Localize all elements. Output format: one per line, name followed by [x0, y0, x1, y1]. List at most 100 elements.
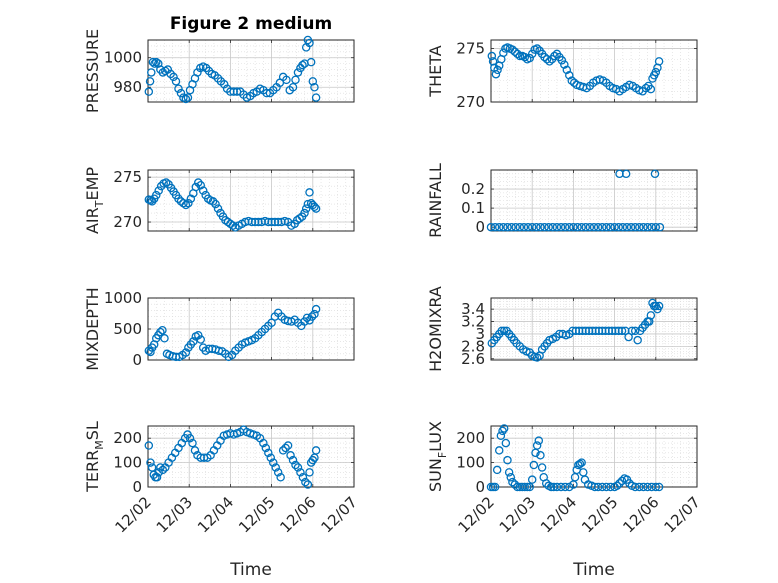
data-point [305, 468, 314, 477]
data-point [651, 482, 661, 492]
data-point [527, 475, 537, 484]
data-point [198, 186, 208, 195]
data-point [506, 472, 516, 482]
data-point [194, 178, 203, 187]
figure-title: Figure 2 medium [170, 14, 332, 34]
axes-frame [490, 297, 698, 361]
data-point [643, 482, 652, 492]
data-point [154, 186, 163, 195]
data-point [501, 438, 511, 448]
data-point [490, 222, 500, 232]
data-point [525, 53, 534, 63]
data-point [508, 45, 517, 54]
data-point [523, 222, 533, 232]
data-point [161, 178, 171, 187]
data-point [296, 468, 305, 477]
data-point [283, 441, 293, 450]
data-point [585, 222, 595, 232]
data-point [156, 463, 165, 472]
data-point [622, 222, 632, 232]
data-point [544, 222, 553, 232]
tick-marks [147, 40, 355, 102]
data-point [513, 49, 522, 59]
data-point [305, 188, 314, 197]
tick-marks [490, 170, 698, 231]
data-point [154, 468, 163, 477]
data-point [534, 436, 544, 445]
data-point [520, 52, 530, 62]
data-point [532, 353, 542, 362]
data-point [281, 443, 290, 453]
data-point [589, 222, 599, 232]
data-points [487, 43, 664, 96]
data-point [510, 480, 520, 489]
axes-frame [147, 425, 355, 488]
data-points [144, 178, 321, 232]
data-point [151, 57, 161, 67]
axes-background [491, 40, 697, 102]
data-point [511, 222, 520, 232]
data-point [560, 222, 570, 232]
data-point [548, 222, 558, 232]
data-point [156, 327, 165, 337]
data-point [644, 317, 654, 326]
data-point [208, 197, 218, 206]
data-point [577, 458, 586, 467]
data-point [557, 56, 567, 65]
data-point [185, 433, 195, 443]
data-point [641, 83, 651, 93]
data-point [510, 47, 520, 57]
data-point [654, 57, 664, 66]
data-points [487, 298, 664, 362]
data-point [552, 222, 562, 232]
data-point [305, 38, 314, 48]
x-tick-label: 12/04 [194, 493, 237, 536]
data-point [532, 222, 541, 232]
y-tick-label: 200 [456, 429, 485, 447]
data-point [618, 222, 628, 232]
data-point [181, 348, 191, 357]
y-tick-label: 0.2 [461, 180, 485, 198]
data-point [169, 72, 178, 82]
data-point [494, 222, 504, 232]
data-point [158, 465, 168, 475]
data-point [487, 51, 497, 61]
data-point [651, 67, 661, 77]
data-point [625, 479, 634, 488]
data-point [520, 482, 530, 492]
data-point [654, 301, 664, 311]
data-point [610, 222, 619, 232]
y-tick-label: 200 [113, 429, 142, 447]
axes-frame [490, 39, 698, 103]
x-tick-label: 12/02 [455, 493, 498, 536]
data-point [288, 455, 298, 465]
data-point [575, 459, 585, 469]
data-point [295, 214, 304, 223]
data-point [311, 304, 321, 314]
data-point [298, 472, 308, 482]
data-point [569, 222, 578, 232]
data-point [308, 77, 318, 86]
data-point [536, 451, 545, 460]
data-point [630, 482, 640, 492]
data-point [630, 222, 640, 232]
y-axis-label: RAINFALL [426, 163, 445, 238]
y-axis-label: PRESSURE [83, 29, 102, 113]
data-point [593, 222, 603, 232]
data-point [617, 326, 627, 336]
data-point [186, 194, 196, 203]
data-point [497, 326, 506, 336]
data-point [158, 325, 167, 335]
data-point [191, 182, 201, 192]
y-tick-label: 1000 [104, 49, 142, 67]
data-point [617, 476, 627, 486]
y-tick-label: 0 [132, 478, 142, 496]
x-tick-label: 12/06 [619, 493, 662, 536]
data-point [602, 482, 611, 492]
data-point [214, 346, 224, 355]
y-tick-label: 3.4 [461, 300, 485, 318]
data-point [278, 446, 288, 455]
y-tick-label: 0 [132, 351, 142, 369]
